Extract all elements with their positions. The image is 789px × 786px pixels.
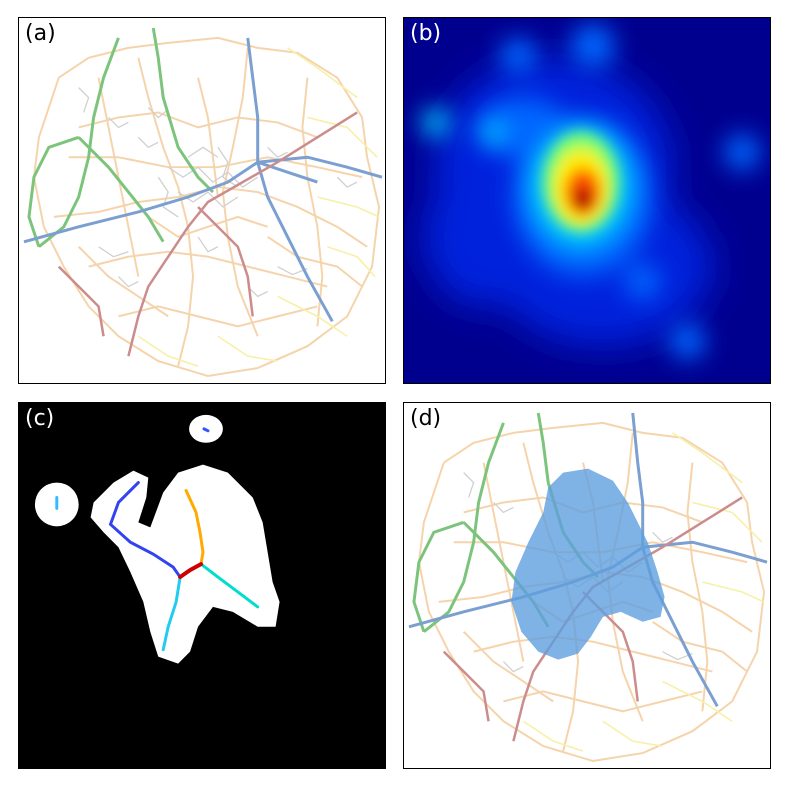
route-green	[27, 27, 214, 248]
skeleton-branches	[55, 427, 260, 652]
panel-c-label: (c)	[25, 406, 55, 431]
branch-small-top	[202, 427, 210, 433]
skeleton-mask	[34, 414, 280, 664]
panel-a-road-network: (a)	[18, 17, 386, 384]
branch-bottom	[161, 575, 182, 652]
branch-top-left	[108, 481, 182, 579]
secondary-road-network	[522, 432, 765, 752]
panel-b-label: (b)	[410, 21, 442, 46]
panel-a-label: (a)	[25, 21, 56, 46]
branch-right	[199, 562, 260, 609]
overlay-map	[408, 412, 768, 763]
detected-area-overlay	[511, 468, 665, 660]
panel-c-skeleton-mask: (c)	[18, 402, 386, 769]
minor-road-network	[32, 36, 381, 378]
branch-top-right	[184, 489, 205, 566]
panel-b-density-heatmap: (b)	[403, 17, 771, 384]
panel-d-overlay: (d)	[403, 402, 771, 769]
panel-d-label: (d)	[410, 406, 442, 431]
road-network-map	[23, 27, 383, 378]
branch-center	[178, 562, 203, 580]
secondary-road-network	[137, 47, 380, 367]
route-red	[57, 111, 358, 357]
route-blue	[23, 37, 383, 323]
grey-detail-network	[78, 87, 358, 298]
density-heatmap	[404, 18, 770, 383]
main-mask-region	[90, 464, 280, 664]
mask-regions	[34, 414, 280, 664]
heatmap-high-density	[543, 132, 619, 232]
